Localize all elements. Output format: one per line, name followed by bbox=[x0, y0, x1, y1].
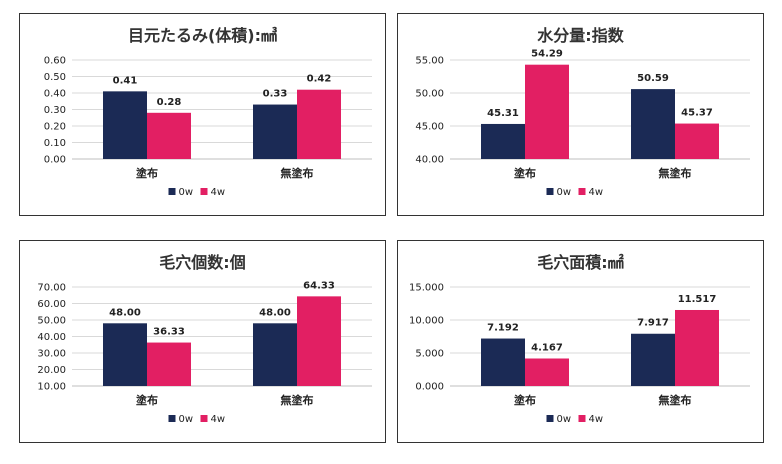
bar-0w bbox=[631, 333, 675, 386]
bar-0w bbox=[481, 338, 525, 386]
bar-0w bbox=[631, 89, 675, 159]
legend-swatch-4w bbox=[578, 415, 586, 422]
chart-svg: 毛穴面積:㎟ 0.000 5.000 10.000 15.000 7.192 4.167 塗布… bbox=[409, 253, 750, 425]
chart-svg: 水分量:指数 40.00 45.00 50.00 55.00 45.31 54.29 塗布 50… bbox=[415, 26, 750, 198]
category-label: 無塗布 bbox=[659, 393, 692, 407]
data-label: 7.917 bbox=[637, 318, 669, 329]
bar-4w bbox=[675, 123, 719, 159]
bar-0w bbox=[103, 323, 147, 386]
bar-4w bbox=[297, 89, 341, 159]
bar-4w bbox=[147, 342, 191, 386]
category-label: 無塗布 bbox=[281, 393, 314, 407]
legend-swatch-4w bbox=[200, 188, 208, 195]
legend-label: 4w bbox=[211, 414, 226, 425]
y-tick-label: 30.00 bbox=[37, 349, 66, 360]
y-tick-label: 0.20 bbox=[44, 122, 66, 133]
y-tick-label: 0.000 bbox=[415, 382, 444, 393]
y-tick-label: 40.00 bbox=[37, 332, 66, 343]
data-label: 54.29 bbox=[531, 49, 563, 60]
y-tick-label: 45.00 bbox=[415, 122, 444, 133]
category-label: 無塗布 bbox=[281, 166, 314, 180]
bar-4w bbox=[297, 296, 341, 386]
y-tick-label: 0.50 bbox=[44, 72, 66, 83]
legend-label: 0w bbox=[557, 187, 572, 198]
category-label: 塗布 bbox=[514, 393, 536, 407]
data-label: 0.42 bbox=[307, 74, 332, 85]
y-tick-label: 70.00 bbox=[37, 283, 66, 294]
bar-0w bbox=[103, 91, 147, 159]
chart-title: 毛穴面積:㎟ bbox=[537, 253, 623, 272]
y-tick-label: 50.00 bbox=[415, 89, 444, 100]
legend-swatch-0w bbox=[546, 415, 554, 422]
data-label: 0.41 bbox=[113, 75, 138, 86]
bar-0w bbox=[253, 104, 297, 159]
data-label: 45.37 bbox=[681, 108, 713, 119]
bar-4w bbox=[525, 358, 569, 386]
legend-swatch-0w bbox=[168, 415, 176, 422]
y-tick-label: 0.60 bbox=[44, 56, 66, 67]
legend-label: 0w bbox=[557, 414, 572, 425]
bar-4w bbox=[147, 112, 191, 159]
bar-4w bbox=[525, 64, 569, 159]
data-label: 48.00 bbox=[259, 307, 291, 318]
legend-label: 0w bbox=[179, 414, 194, 425]
bar-0w bbox=[253, 323, 297, 386]
legend-swatch-0w bbox=[546, 188, 554, 195]
chart-panel-moisture: 水分量:指数 40.00 45.00 50.00 55.00 45.31 54.29 塗布 50… bbox=[397, 13, 764, 216]
legend-label: 4w bbox=[211, 187, 226, 198]
chart-title: 目元たるみ(体積):㎣ bbox=[128, 26, 277, 45]
chart-panel-eye-sagging: 目元たるみ(体積):㎣ 0.00 0.10 0.20 0.30 0.40 0.50 0.60 0… bbox=[19, 13, 386, 216]
legend-label: 4w bbox=[589, 414, 604, 425]
chart-title: 毛穴個数:個 bbox=[159, 253, 245, 272]
y-tick-label: 55.00 bbox=[415, 56, 444, 67]
chart-panel-pore-area: 毛穴面積:㎟ 0.000 5.000 10.000 15.000 7.192 4.167 塗布… bbox=[397, 240, 764, 443]
y-tick-label: 15.000 bbox=[409, 283, 444, 294]
bar-4w bbox=[675, 309, 719, 386]
data-label: 4.167 bbox=[531, 342, 563, 353]
y-tick-label: 10.00 bbox=[37, 382, 66, 393]
legend-swatch-0w bbox=[168, 188, 176, 195]
category-label: 塗布 bbox=[514, 166, 536, 180]
y-tick-label: 5.000 bbox=[415, 349, 444, 360]
chart-svg: 毛穴個数:個 10.00 20.00 30.00 40.00 50.00 60.00 70.0… bbox=[37, 253, 372, 425]
y-tick-label: 0.10 bbox=[44, 138, 66, 149]
y-tick-label: 0.00 bbox=[44, 155, 66, 166]
data-label: 7.192 bbox=[487, 323, 519, 334]
category-label: 塗布 bbox=[136, 393, 158, 407]
data-label: 11.517 bbox=[678, 294, 717, 305]
category-label: 無塗布 bbox=[659, 166, 692, 180]
y-tick-label: 50.00 bbox=[37, 316, 66, 327]
chart-svg: 目元たるみ(体積):㎣ 0.00 0.10 0.20 0.30 0.40 0.50 0.60 0… bbox=[44, 26, 372, 198]
legend-swatch-4w bbox=[578, 188, 586, 195]
data-label: 48.00 bbox=[109, 307, 141, 318]
bar-0w bbox=[481, 123, 525, 159]
data-label: 50.59 bbox=[637, 73, 669, 84]
legend-label: 4w bbox=[589, 187, 604, 198]
legend-swatch-4w bbox=[200, 415, 208, 422]
data-label: 0.28 bbox=[157, 97, 182, 108]
y-tick-label: 40.00 bbox=[415, 155, 444, 166]
y-tick-label: 10.000 bbox=[409, 316, 444, 327]
data-label: 45.31 bbox=[487, 108, 519, 119]
data-label: 36.33 bbox=[153, 327, 185, 338]
data-label: 0.33 bbox=[263, 89, 288, 100]
y-tick-label: 0.40 bbox=[44, 89, 66, 100]
y-tick-label: 60.00 bbox=[37, 299, 66, 310]
legend-label: 0w bbox=[179, 187, 194, 198]
data-label: 64.33 bbox=[303, 280, 335, 291]
category-label: 塗布 bbox=[136, 166, 158, 180]
y-tick-label: 0.30 bbox=[44, 105, 66, 116]
chart-title: 水分量:指数 bbox=[537, 26, 624, 45]
y-tick-label: 20.00 bbox=[37, 365, 66, 376]
chart-panel-pore-count: 毛穴個数:個 10.00 20.00 30.00 40.00 50.00 60.00 70.0… bbox=[19, 240, 386, 443]
